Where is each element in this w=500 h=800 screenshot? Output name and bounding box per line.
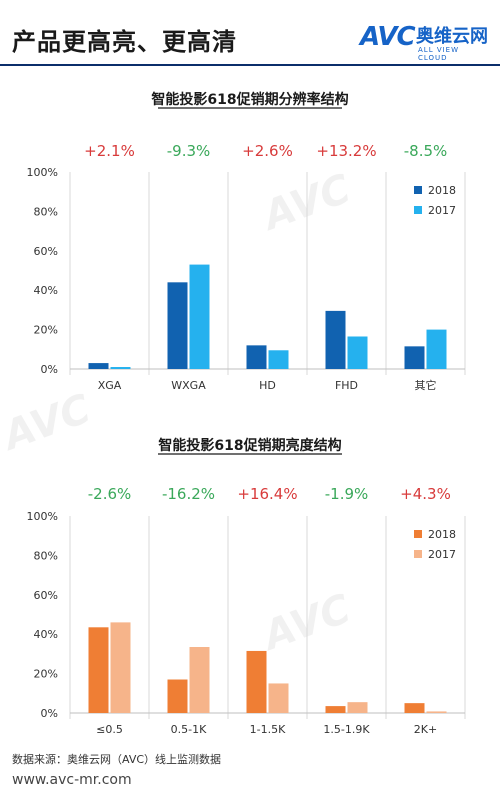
yoy-change-label: +13.2% [316,142,376,160]
bar-2017-WXGA [189,264,210,369]
avc-logo: AVC 奥维云网 ALL VIEW CLOUD [360,20,490,62]
yoy-change-label: +4.3% [400,485,451,503]
bar-2018-≤0.5 [88,627,109,713]
bar-2018-WXGA [167,282,188,369]
legend-swatch-2018 [414,186,422,194]
legend-label: 2017 [428,204,456,217]
y-tick-label: 0% [41,363,58,376]
watermark: AVC [0,386,97,461]
chart-title: 智能投影618促销期亮度结构 [157,437,341,454]
x-tick-label: 1.5-1.9K [323,723,370,736]
x-tick-label: XGA [98,379,122,392]
charts-canvas: AVC AVC AVC 智能投影618促销期分辨率结构 +2.1% -9.3% +2.6% +… [0,91,466,736]
bar-2017-≤0.5 [110,622,131,713]
bar-2018-2K+ [404,703,425,713]
bar-2017-FHD [347,336,368,369]
watermark: AVC [255,166,357,241]
bar-2017-0.5-1K [189,647,210,713]
x-tick-label: WXGA [171,379,206,392]
x-tick-label: FHD [335,379,358,392]
y-tick-label: 20% [34,668,58,681]
bar-2017-HD [268,350,289,369]
header-divider [0,64,500,66]
y-tick-label: 60% [34,245,58,258]
yoy-change-label: +2.6% [242,142,293,160]
page-title: 产品更高亮、更高清 [12,28,237,56]
y-tick-label: 100% [27,510,58,523]
bar-2018-1.5-1.9K [325,706,346,713]
bar-2018-HD [246,345,267,369]
yoy-change-label: +16.4% [237,485,297,503]
bar-2018-其它 [404,346,425,369]
bar-2017-1-1.5K [268,683,289,713]
y-tick-label: 80% [34,549,58,562]
bar-2017-2K+ [426,711,447,713]
watermark: AVC [255,586,357,661]
y-tick-label: 0% [41,707,58,720]
data-source-note: 数据来源：奥维云网（AVC）线上监测数据 [12,753,222,766]
legend-swatch-2017 [414,550,422,558]
legend-label: 2018 [428,528,456,541]
logo-en: ALL VIEW CLOUD [418,46,460,62]
yoy-change-label: -9.3% [167,142,211,160]
logo-cn: 奥维云网 [416,26,488,47]
logo-mark: AVC [360,22,416,52]
yoy-change-label: +2.1% [84,142,135,160]
bar-2017-1.5-1.9K [347,702,368,713]
legend-swatch-2017 [414,206,422,214]
chart-title: 智能投影618促销期分辨率结构 [150,91,348,108]
y-tick-label: 20% [34,324,58,337]
legend-label: 2018 [428,184,456,197]
bar-2018-FHD [325,310,346,369]
x-tick-label: 0.5-1K [171,723,207,736]
y-tick-label: 100% [27,166,58,179]
yoy-change-label: -1.9% [325,485,369,503]
bar-2017-其它 [426,329,447,369]
x-tick-label: ≤0.5 [96,723,123,736]
x-tick-label: 2K+ [414,723,437,736]
x-tick-label: 1-1.5K [250,723,286,736]
website-url: www.avc-mr.com [12,772,132,788]
yoy-change-label: -16.2% [162,485,215,503]
legend-swatch-2018 [414,530,422,538]
legend-label: 2017 [428,548,456,561]
yoy-change-label: -2.6% [88,485,132,503]
y-tick-label: 80% [34,205,58,218]
y-tick-label: 40% [34,284,58,297]
bar-2018-0.5-1K [167,679,188,713]
y-tick-label: 60% [34,589,58,602]
bar-2017-XGA [110,367,131,369]
x-tick-label: HD [259,379,276,392]
yoy-change-label: -8.5% [404,142,448,160]
bar-2018-1-1.5K [246,650,267,713]
x-tick-label: 其它 [415,378,437,392]
bar-2018-XGA [88,363,109,369]
y-tick-label: 40% [34,628,58,641]
